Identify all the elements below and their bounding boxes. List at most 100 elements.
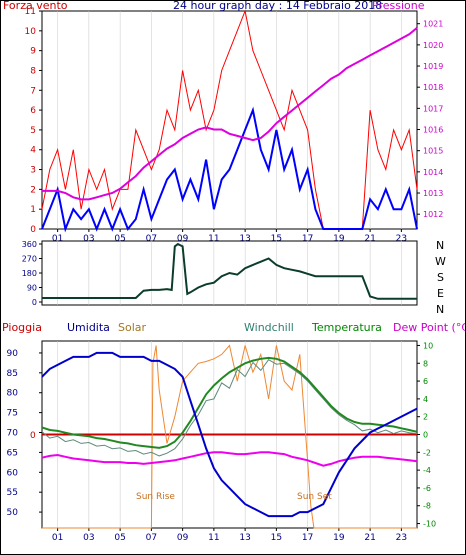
right-y-tick-label: 1017: [423, 104, 443, 113]
x-tick-label: 23: [396, 234, 407, 244]
right-y-tick-label: 1021: [423, 20, 443, 29]
rain-label: Pioggia: [2, 321, 42, 334]
x-tick-label: 21: [364, 234, 375, 244]
humidity-temperature-chart: 01 03 05 07 09 11 13 15 17 19 21 235055606570758085…: [7, 341, 436, 543]
x-tick-label: 11: [208, 234, 219, 244]
wind-pressure-plot-frame: [41, 10, 418, 230]
right-y-tick-label: 1015: [423, 147, 443, 156]
left-y-tick-label: 80: [7, 389, 19, 399]
left-y-tick-label: 8: [30, 66, 36, 76]
y-tick-label: 270: [22, 255, 37, 264]
right-y-tick-label: 1020: [423, 41, 443, 50]
wind-direction-chart: 0 90 180 270 360: [22, 240, 417, 307]
x-tick-label: 05: [114, 234, 125, 244]
right-y-tick-label: 8: [423, 359, 428, 368]
x-tick-label: 17: [302, 533, 313, 543]
wind-force-label: Forza vento: [3, 0, 68, 12]
x-tick-label: 19: [333, 533, 345, 543]
right-y-tick-label: -2: [423, 448, 431, 457]
x-tick-label: 01: [52, 234, 63, 244]
x-tick-label: 15: [271, 533, 282, 543]
windchill-label: Windchill: [244, 321, 294, 334]
temperature-label: Temperatura: [311, 321, 382, 334]
left-y-tick-label: 85: [7, 369, 18, 379]
x-tick-label: 17: [302, 234, 313, 244]
left-y-tick-label: 55: [7, 488, 18, 498]
y-tick-label: 0: [32, 298, 37, 307]
compass-label-e: E: [437, 287, 444, 300]
left-y-tick-label: 11: [25, 7, 36, 17]
graph-title: 24 hour graph day : 14 Febbraio 2018: [173, 0, 382, 12]
windchill-line: [41, 359, 418, 457]
left-y-tick-label: 10: [25, 27, 37, 37]
dewpoint-label: Dew Point (°C): [393, 321, 466, 334]
compass-label-w: W: [435, 255, 446, 268]
x-tick-label: 03: [83, 234, 94, 244]
wind-pressure-chart: 01 03 05 07 09 11 13 15 17 19 21 230123456789101110…: [25, 7, 444, 244]
right-y-tick-label: 1012: [423, 210, 443, 219]
left-y-tick-label: 9: [30, 47, 36, 57]
left-y-tick-label: 2: [30, 185, 36, 195]
compass-label-n-bottom: N: [436, 303, 444, 316]
right-y-tick-label: 1019: [423, 62, 443, 71]
left-y-tick-label: 65: [7, 448, 18, 458]
compass-labels: N W S E N: [435, 239, 446, 316]
x-tick-label: 07: [146, 533, 157, 543]
left-y-tick-label: 1: [30, 205, 36, 215]
x-tick-label: 07: [146, 234, 157, 244]
y-tick-label: 90: [27, 284, 37, 293]
x-tick-label: 09: [177, 533, 189, 543]
right-y-tick-label: 10: [423, 341, 433, 350]
x-tick-label: 05: [114, 533, 125, 543]
left-y-tick-label: 90: [7, 349, 19, 359]
left-y-tick-label: 75: [7, 409, 18, 419]
left-y-tick-label: 6: [30, 106, 36, 116]
wind-direction-line: [42, 242, 417, 300]
left-y-tick-label: 0: [30, 225, 36, 235]
y-tick-label: 180: [22, 269, 37, 278]
right-y-tick-label: 2: [423, 413, 428, 422]
rain-baseline-label: 0: [30, 431, 36, 441]
x-tick-label: 09: [177, 234, 189, 244]
sunrise-annotation: Sun Rise: [136, 492, 175, 502]
wind-average-line: [41, 106, 418, 233]
right-y-tick-label: -6: [423, 484, 431, 493]
left-y-tick-label: 60: [7, 468, 19, 478]
left-y-tick-label: 3: [30, 166, 36, 176]
compass-label-s: S: [437, 271, 444, 284]
sunset-annotation: Sun Set: [297, 492, 332, 502]
solar-label: Solar: [118, 321, 147, 334]
right-y-tick-label: 1014: [423, 168, 443, 177]
left-y-tick-label: 7: [30, 86, 36, 96]
y-tick-label: 360: [22, 240, 37, 249]
left-y-tick-label: 4: [30, 146, 36, 156]
pressure-label: Pressione: [372, 0, 425, 12]
right-y-tick-label: 6: [423, 377, 428, 386]
x-tick-label: 11: [208, 533, 219, 543]
left-y-tick-label: 70: [7, 429, 19, 439]
x-tick-label: 23: [396, 533, 407, 543]
right-y-tick-label: -8: [423, 502, 431, 511]
humidity-label: Umidita: [67, 321, 110, 334]
x-tick-label: 13: [239, 234, 250, 244]
x-tick-label: 21: [364, 533, 375, 543]
x-tick-label: 03: [83, 533, 94, 543]
left-y-tick-label: 5: [30, 126, 36, 136]
compass-label-n-top: N: [436, 239, 444, 252]
right-y-tick-label: 1013: [423, 189, 443, 198]
humidity-line: [41, 351, 418, 518]
solar-line: [42, 344, 417, 529]
right-y-tick-label: 0: [423, 431, 428, 440]
x-tick-label: 19: [333, 234, 345, 244]
pressure-line: [42, 27, 418, 201]
right-y-tick-label: 1018: [423, 83, 443, 92]
right-y-tick-label: 1016: [423, 126, 443, 135]
x-tick-label: 13: [239, 533, 250, 543]
x-tick-label: 01: [52, 533, 63, 543]
dewpoint-line: [41, 451, 418, 467]
left-y-tick-label: 50: [7, 508, 19, 518]
right-y-tick-label: -10: [423, 520, 436, 529]
right-y-tick-label: 4: [423, 395, 428, 404]
